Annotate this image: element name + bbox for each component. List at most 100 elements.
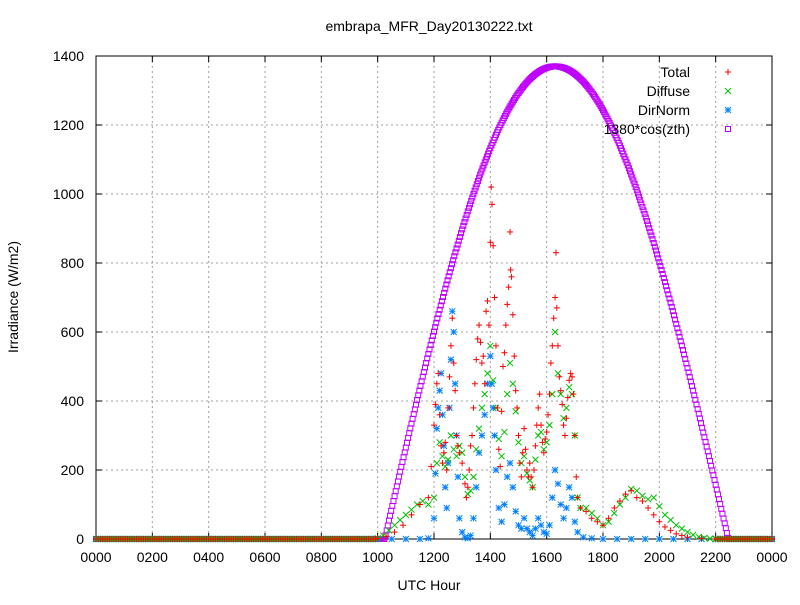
data-point-d2 <box>495 504 503 512</box>
data-point-box <box>642 214 649 221</box>
data-point-box <box>720 515 727 522</box>
data-point-box <box>645 221 652 228</box>
legend-marker <box>724 106 732 114</box>
data-point <box>599 535 607 543</box>
data-point-box <box>661 279 668 286</box>
data-point-d2 <box>540 528 548 536</box>
data-point <box>454 241 461 248</box>
data-point <box>639 498 646 505</box>
data-point <box>441 289 448 296</box>
data-point-d2 <box>419 497 427 505</box>
data-point <box>372 536 379 542</box>
data-point <box>494 404 501 411</box>
data-point <box>695 533 703 541</box>
y-tick-label: 1000 <box>53 186 84 202</box>
data-point-d2 <box>532 525 539 533</box>
data-point-box <box>456 233 463 240</box>
data-point <box>565 383 573 391</box>
data-point <box>636 193 643 200</box>
data-point-box <box>478 168 485 175</box>
data-point <box>622 491 629 498</box>
data-point <box>440 449 447 456</box>
data-point <box>706 535 714 543</box>
data-point-box <box>433 319 440 326</box>
data-point <box>438 298 445 305</box>
data-point <box>543 439 551 446</box>
data-point <box>402 444 409 451</box>
data-point <box>616 498 623 505</box>
data-point-d2 <box>523 525 531 533</box>
data-point <box>446 373 453 380</box>
data-point-box <box>669 308 676 315</box>
data-point-box <box>664 287 671 294</box>
data-point <box>452 249 459 256</box>
data-point <box>549 342 556 349</box>
data-point-box <box>476 174 483 181</box>
data-point <box>456 449 463 456</box>
data-point <box>509 380 517 388</box>
data-point <box>478 168 485 175</box>
data-point-d2 <box>588 534 596 542</box>
data-point-d2 <box>627 535 635 543</box>
data-point <box>573 473 580 480</box>
data-point <box>387 512 394 519</box>
data-point <box>520 452 528 460</box>
data-point-box <box>402 444 409 451</box>
data-point-d2 <box>565 483 573 491</box>
data-point <box>539 439 546 446</box>
data-point-box <box>405 434 412 441</box>
data-point <box>448 307 456 315</box>
x-tick-label: 1400 <box>475 549 506 565</box>
data-point-d2 <box>610 509 618 517</box>
y-tick-label: 1400 <box>53 48 84 64</box>
data-point <box>675 329 682 336</box>
data-point-box <box>387 512 394 519</box>
data-point-box <box>469 194 476 201</box>
data-point-box <box>449 261 456 268</box>
data-point <box>714 491 721 498</box>
data-point <box>628 487 635 494</box>
data-point <box>511 353 518 360</box>
data-point <box>554 480 562 488</box>
data-point <box>644 495 652 503</box>
data-point <box>627 535 635 543</box>
data-point-box <box>446 269 453 276</box>
data-point <box>719 510 726 517</box>
data-point <box>551 466 559 474</box>
data-point <box>437 302 444 309</box>
data-point-d2 <box>441 463 449 470</box>
data-point <box>432 470 439 477</box>
data-point <box>402 535 410 543</box>
data-point <box>661 523 668 530</box>
data-point-box <box>683 360 690 367</box>
data-point <box>405 434 412 441</box>
data-point <box>447 356 455 363</box>
data-point <box>498 518 505 526</box>
data-point <box>495 504 503 512</box>
data-point <box>650 494 658 501</box>
data-point <box>443 467 450 473</box>
data-point-box <box>385 517 392 524</box>
data-point <box>633 487 641 495</box>
data-point <box>406 430 413 437</box>
data-point <box>679 347 686 354</box>
y-tick-label: 1200 <box>53 117 84 133</box>
data-point-box <box>400 454 407 461</box>
data-point <box>674 325 681 332</box>
data-point-box <box>672 316 679 323</box>
data-point <box>400 454 407 461</box>
data-point <box>467 442 474 449</box>
data-point-d2 <box>447 432 455 439</box>
data-point <box>711 477 718 484</box>
data-point <box>634 190 641 197</box>
data-point <box>568 494 576 501</box>
data-point-d2 <box>501 501 508 508</box>
data-point-d2 <box>489 404 497 412</box>
data-point-d2 <box>450 445 458 453</box>
data-point <box>571 518 579 526</box>
data-point-d2 <box>526 476 534 484</box>
data-point-box <box>646 225 653 232</box>
data-point <box>442 439 449 446</box>
data-point-box <box>648 232 655 239</box>
data-point-d2 <box>520 514 528 522</box>
